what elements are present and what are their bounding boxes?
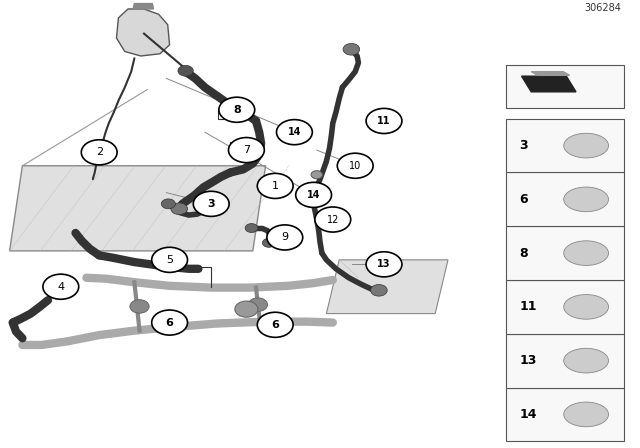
Circle shape <box>228 138 264 163</box>
Text: 1: 1 <box>272 181 278 191</box>
Circle shape <box>152 310 188 335</box>
Circle shape <box>257 312 293 337</box>
Circle shape <box>81 140 117 165</box>
Polygon shape <box>522 76 576 92</box>
Polygon shape <box>116 9 170 56</box>
Text: 13: 13 <box>520 354 537 367</box>
Text: 14: 14 <box>287 127 301 137</box>
Circle shape <box>245 224 258 233</box>
Circle shape <box>311 171 323 179</box>
Circle shape <box>308 191 319 199</box>
Text: 9: 9 <box>281 233 289 242</box>
Circle shape <box>366 252 402 277</box>
Circle shape <box>366 108 402 134</box>
Circle shape <box>130 300 149 313</box>
Text: 11: 11 <box>377 116 391 126</box>
Circle shape <box>262 238 275 247</box>
Circle shape <box>257 173 293 198</box>
Circle shape <box>337 153 373 178</box>
Circle shape <box>289 125 302 134</box>
FancyBboxPatch shape <box>506 172 624 226</box>
Text: 8: 8 <box>233 105 241 115</box>
Circle shape <box>315 207 351 232</box>
FancyBboxPatch shape <box>506 388 624 441</box>
FancyBboxPatch shape <box>506 65 624 108</box>
Circle shape <box>193 191 229 216</box>
Circle shape <box>307 198 320 207</box>
FancyBboxPatch shape <box>506 334 624 388</box>
Text: 3: 3 <box>520 139 528 152</box>
Circle shape <box>248 298 268 311</box>
Polygon shape <box>10 166 266 251</box>
Circle shape <box>171 203 188 215</box>
Circle shape <box>161 199 175 209</box>
Circle shape <box>152 247 188 272</box>
Polygon shape <box>531 72 570 75</box>
Text: 7: 7 <box>243 145 250 155</box>
Text: 2: 2 <box>95 147 103 157</box>
Text: 6: 6 <box>166 318 173 327</box>
Circle shape <box>235 301 258 317</box>
Ellipse shape <box>564 402 609 427</box>
Text: 4: 4 <box>57 282 65 292</box>
Text: 306284: 306284 <box>584 4 621 13</box>
Text: 5: 5 <box>166 255 173 265</box>
Text: 14: 14 <box>520 408 537 421</box>
Circle shape <box>198 206 212 215</box>
Text: 13: 13 <box>377 259 391 269</box>
Circle shape <box>290 128 301 136</box>
Ellipse shape <box>564 241 609 265</box>
Polygon shape <box>326 260 448 314</box>
Ellipse shape <box>564 134 609 158</box>
FancyBboxPatch shape <box>506 226 624 280</box>
FancyBboxPatch shape <box>506 119 624 172</box>
Text: 6: 6 <box>520 193 528 206</box>
Polygon shape <box>133 4 154 9</box>
Circle shape <box>276 120 312 145</box>
Circle shape <box>296 182 332 207</box>
Text: 14: 14 <box>307 190 321 200</box>
FancyBboxPatch shape <box>506 280 624 334</box>
Circle shape <box>343 43 360 55</box>
Text: 8: 8 <box>520 246 528 260</box>
Circle shape <box>43 274 79 299</box>
Circle shape <box>219 97 255 122</box>
Circle shape <box>267 225 303 250</box>
Ellipse shape <box>564 295 609 319</box>
Text: 10: 10 <box>349 161 362 171</box>
Circle shape <box>371 284 387 296</box>
Text: 11: 11 <box>520 300 537 314</box>
Ellipse shape <box>564 187 609 212</box>
Text: 12: 12 <box>326 215 339 224</box>
Text: 3: 3 <box>207 199 215 209</box>
Ellipse shape <box>564 349 609 373</box>
Circle shape <box>178 65 193 76</box>
Text: 6: 6 <box>271 320 279 330</box>
